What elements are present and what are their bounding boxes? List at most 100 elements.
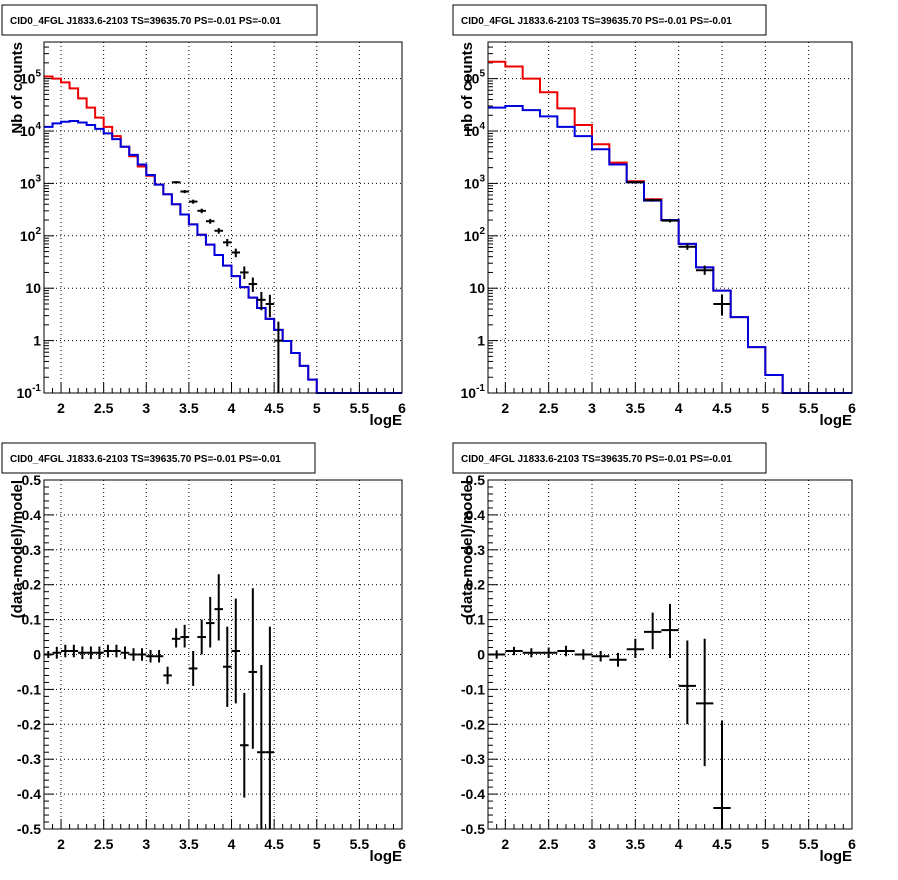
title-box	[1, 4, 318, 36]
data-point	[223, 238, 232, 247]
data-point	[163, 666, 172, 685]
x-tick-label: 5.5	[799, 400, 819, 416]
chart-title: CID0_4FGL J1833.6-2103 TS=39635.70 PS=-0…	[461, 454, 732, 465]
data-point	[171, 181, 181, 184]
x-axis-title: logE	[370, 412, 403, 429]
data-point	[223, 626, 232, 707]
x-tick-label: 2	[57, 400, 65, 416]
x-axis-title: logE	[820, 412, 853, 429]
y-axis-title: nb of counts	[459, 42, 476, 132]
x-tick-label: 3.5	[179, 400, 199, 416]
data-point	[180, 624, 189, 648]
data-point	[137, 648, 147, 661]
data-point	[661, 603, 679, 658]
data-points	[626, 181, 731, 316]
data-point	[609, 652, 627, 667]
x-tick-label: 5	[313, 400, 321, 416]
series-line-blue	[488, 105, 852, 394]
x-tick-label: 2.5	[94, 400, 114, 416]
y-tick-label: 10	[25, 280, 41, 296]
x-tick-label: 2.5	[539, 836, 559, 852]
data-point	[505, 646, 523, 656]
x-tick-label: 3	[142, 836, 150, 852]
x-tick-label: 5	[761, 836, 769, 852]
data-point	[205, 218, 215, 224]
y-tick-label: -0.5	[461, 821, 485, 837]
x-tick-label: 2.5	[539, 400, 559, 416]
data-point	[644, 612, 662, 650]
data-point	[713, 294, 731, 316]
plot-frame	[487, 41, 853, 394]
data-point	[626, 181, 644, 184]
chart-title: CID0_4FGL J1833.6-2103 TS=39635.70 PS=-0…	[10, 16, 281, 27]
x-tick-label: 3	[142, 400, 150, 416]
y-tick-label: -0.5	[17, 821, 41, 837]
data-point	[644, 198, 662, 202]
data-points	[488, 603, 731, 829]
y-tick-label: 0.1	[22, 612, 42, 628]
y-tick-label: -0.2	[17, 716, 41, 732]
chart-title: CID0_4FGL J1833.6-2103 TS=39635.70 PS=-0…	[461, 16, 732, 27]
series-line-red	[44, 75, 402, 394]
title-box	[452, 442, 767, 474]
x-tick-label: 2	[501, 400, 509, 416]
y-tick-label: -0.4	[461, 786, 485, 802]
data-point	[69, 644, 79, 658]
chart-title: CID0_4FGL J1833.6-2103 TS=39635.70 PS=-0…	[10, 454, 281, 465]
data-point	[95, 646, 104, 660]
x-tick-label: 6	[398, 836, 406, 852]
y-tick-label: -0.4	[17, 786, 41, 802]
y-tick-label: 102	[464, 226, 486, 244]
data-point	[180, 189, 189, 194]
y-tick-label: 0.5	[466, 472, 486, 488]
x-axis-title: logE	[820, 848, 853, 865]
y-tick-label: 0.3	[22, 542, 42, 558]
x-tick-label: 3	[588, 836, 596, 852]
data-point	[696, 265, 714, 275]
data-point	[257, 664, 266, 829]
title-box	[1, 442, 316, 474]
data-point	[265, 626, 275, 829]
chart-panel-1: CID0_4FGL J1833.6-2103 TS=39635.70 PS=-0…	[1, 4, 406, 429]
x-tick-label: 4.5	[712, 836, 732, 852]
data-point	[713, 720, 731, 829]
y-tick-label: 0.4	[22, 507, 42, 523]
y-tick-label: 0.5	[22, 472, 42, 488]
data-point	[44, 651, 53, 658]
data-point	[231, 598, 241, 704]
data-point	[240, 692, 249, 798]
data-point	[522, 648, 540, 658]
data-point	[103, 644, 113, 658]
data-point	[146, 649, 155, 663]
data-point	[248, 277, 258, 292]
x-tick-label: 2.5	[94, 836, 114, 852]
data-points	[44, 574, 275, 829]
y-tick-label: 10	[469, 280, 485, 296]
chart-panel-2: CID0_4FGL J1833.6-2103 TS=39635.70 PS=-0…	[452, 4, 856, 429]
plot-frame	[43, 479, 403, 830]
data-points	[171, 181, 283, 393]
plot-frame	[487, 479, 853, 830]
title-box	[452, 4, 767, 36]
x-tick-label: 5.5	[350, 400, 370, 416]
y-tick-label: 10-1	[461, 383, 486, 401]
data-point	[112, 644, 121, 658]
data-point	[86, 646, 96, 660]
y-tick-label: 103	[464, 173, 486, 191]
data-point	[52, 646, 62, 659]
data-point	[274, 321, 283, 393]
y-tick-label: 102	[20, 226, 42, 244]
data-point	[626, 638, 644, 658]
data-point	[661, 218, 679, 223]
x-tick-label: 4	[675, 400, 683, 416]
x-tick-label: 4.5	[712, 400, 732, 416]
y-tick-label: -0.2	[461, 716, 485, 732]
x-tick-label: 2	[501, 836, 509, 852]
x-tick-label: 6	[848, 836, 856, 852]
data-point	[188, 199, 198, 204]
data-point	[488, 650, 506, 659]
y-tick-label: 1	[477, 333, 485, 349]
data-point	[214, 228, 223, 234]
